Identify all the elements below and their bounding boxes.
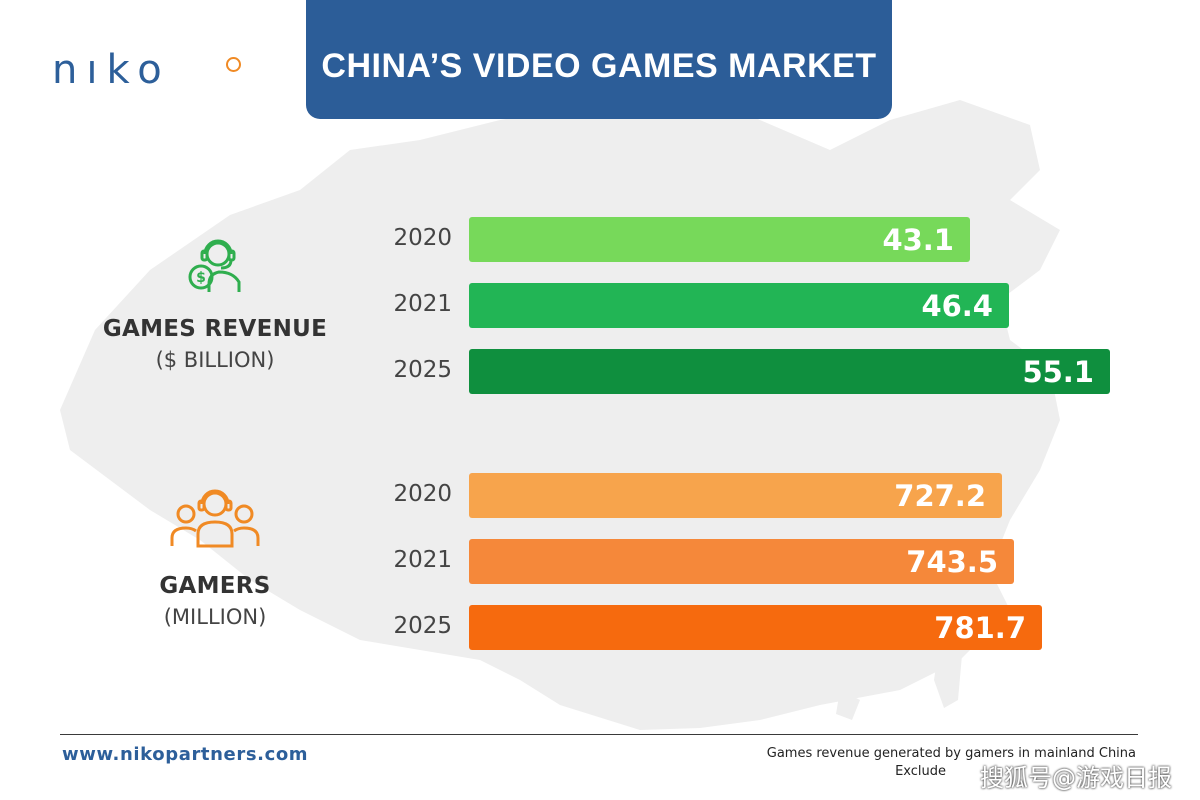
- logo-text: nıko: [52, 47, 171, 93]
- revenue-year-label: 2025: [393, 357, 452, 383]
- gamers-bar-value-label: 743.5: [906, 544, 998, 579]
- revenue-bar-value-label: 55.1: [1022, 354, 1094, 389]
- gamers-bar: 727.2: [469, 473, 1002, 518]
- revenue-bar: 46.4: [469, 283, 1009, 328]
- group-headset-icon: [170, 489, 260, 548]
- page-title: CHINA’S VIDEO GAMES MARKET: [321, 47, 877, 85]
- niko-logo: nıko: [52, 47, 241, 93]
- gamers-bar-value-label: 781.7: [934, 610, 1026, 645]
- svg-text:$: $: [196, 270, 206, 286]
- revenue-bar: 55.1: [469, 349, 1110, 394]
- footnote-line-2: Exclude: [895, 764, 946, 779]
- gamers-bar: 781.7: [469, 605, 1042, 650]
- revenue-title: GAMES REVENUE: [102, 316, 328, 342]
- gamers-year-label: 2021: [393, 547, 452, 573]
- title-banner: CHINA’S VIDEO GAMES MARKET: [306, 0, 892, 119]
- footer-divider: [60, 734, 1138, 735]
- revenue-bar-value-label: 43.1: [882, 222, 954, 257]
- revenue-year-label: 2020: [393, 225, 452, 251]
- logo-dot: [226, 57, 241, 72]
- website-link[interactable]: www.nikopartners.com: [62, 744, 309, 765]
- revenue-year-label: 2021: [393, 291, 452, 317]
- gamers-section-label: GAMERS (MILLION): [85, 573, 345, 629]
- footnote: Games revenue generated by gamers in mai…: [767, 745, 1136, 781]
- sohu-watermark: 搜狐号@游戏日报: [980, 764, 1172, 792]
- gamers-year-label: 2020: [393, 481, 452, 507]
- gamers-title: GAMERS: [159, 573, 271, 599]
- headset-dollar-icon: $: [188, 239, 241, 292]
- revenue-section-label: GAMES REVENUE ($ BILLION): [85, 316, 345, 372]
- footnote-line-1: Games revenue generated by gamers in mai…: [766, 746, 1136, 761]
- gamers-bar: 743.5: [469, 539, 1014, 584]
- gamers-year-label: 2025: [393, 613, 452, 639]
- revenue-bar-value-label: 46.4: [921, 288, 993, 323]
- gamers-unit: (MILLION): [163, 605, 267, 629]
- revenue-unit: ($ BILLION): [155, 348, 275, 372]
- gamers-bar-value-label: 727.2: [894, 478, 986, 513]
- revenue-bar: 43.1: [469, 217, 970, 262]
